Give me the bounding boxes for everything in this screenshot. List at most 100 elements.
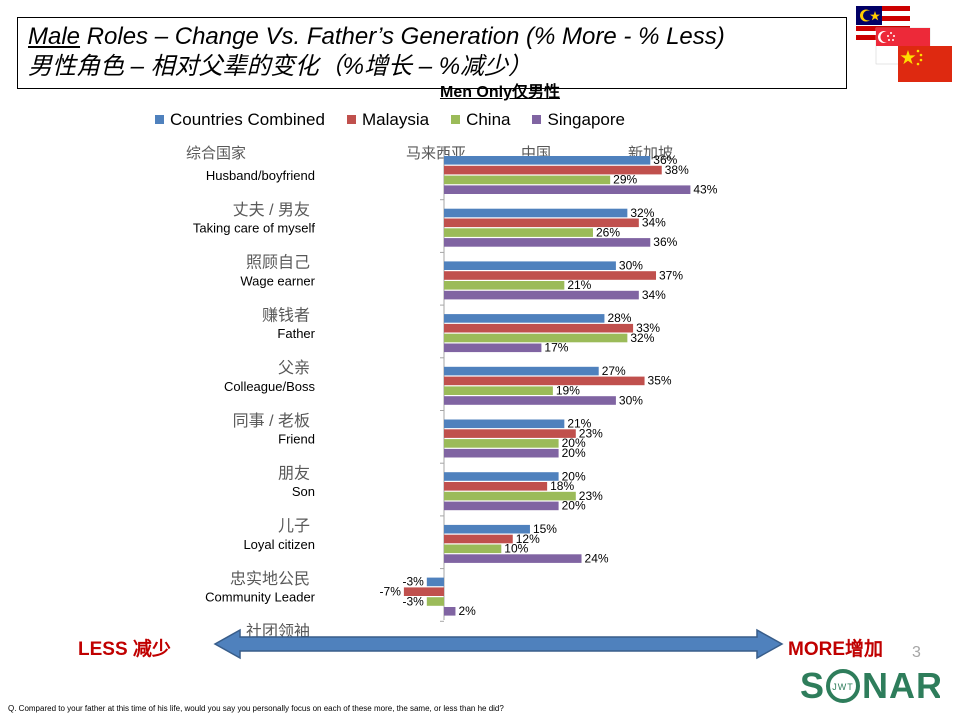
country-flags — [856, 6, 952, 82]
data-label: 28% — [607, 311, 631, 325]
bar — [444, 534, 513, 544]
bar — [444, 281, 565, 290]
category-chinese-label: 忠实地公民 — [230, 570, 310, 588]
double-arrow-icon — [213, 628, 784, 660]
data-label: -3% — [402, 594, 424, 608]
data-label: 32% — [630, 206, 654, 220]
data-label: 36% — [653, 235, 677, 249]
category-label: Father — [277, 326, 315, 341]
bar — [444, 607, 456, 616]
data-label: 43% — [693, 183, 717, 197]
bar — [444, 208, 628, 218]
bar — [444, 323, 634, 333]
title-chinese: 男性角色 – 相对父辈的变化（%增长 – %减少） — [28, 53, 533, 80]
data-label: 17% — [544, 341, 568, 355]
data-label: 21% — [567, 278, 591, 292]
flags-graphic — [856, 6, 952, 82]
data-label: 20% — [562, 446, 586, 460]
bar — [444, 482, 548, 491]
category-label: Friend — [278, 432, 315, 447]
legend-swatch — [155, 115, 164, 125]
legend-item: Singapore — [532, 110, 625, 130]
legend-item: Countries Combined — [155, 110, 325, 130]
category-chinese-label: 儿子 — [278, 517, 310, 535]
title-underlined-word: Male — [28, 23, 81, 50]
bar — [444, 386, 553, 395]
data-label: 20% — [562, 499, 586, 513]
more-label: MORE增加 — [788, 639, 884, 660]
data-label: 15% — [533, 522, 557, 536]
legend-label: Singapore — [547, 110, 625, 129]
legend-swatch — [346, 115, 356, 125]
bar — [444, 439, 559, 448]
title-english-rest: Roles – Change Vs. Father’s Generation (… — [80, 23, 725, 50]
legend-label: Malaysia — [361, 110, 430, 129]
data-label: -3% — [402, 575, 424, 589]
legend-item: Malaysia — [346, 110, 430, 130]
sonar-logo: S JWT NAR SONAR — [800, 665, 942, 706]
bar — [444, 376, 645, 386]
bar — [444, 472, 559, 481]
legend-swatch — [532, 115, 542, 125]
bar — [444, 271, 657, 280]
category-chinese-label: 父亲 — [278, 359, 310, 377]
data-label: 10% — [504, 542, 528, 556]
category-chinese-label: 照顾自己 — [246, 254, 310, 272]
data-label: 23% — [579, 489, 603, 503]
bar — [444, 238, 651, 247]
category-chinese-label: 赚钱者 — [262, 306, 310, 324]
title-english: Male Roles – Change Vs. Father’s Generat… — [28, 22, 836, 52]
category-label: Community Leader — [205, 590, 315, 605]
bar — [444, 165, 662, 175]
bar — [444, 314, 605, 323]
bar — [403, 587, 444, 596]
bar — [444, 333, 628, 343]
legend: Countries Combined Malaysia China Singapore — [155, 110, 647, 130]
svg-text:NAR: NAR — [862, 666, 940, 706]
bar — [444, 366, 599, 376]
data-label: 29% — [613, 173, 637, 187]
bar — [444, 228, 593, 237]
page-number: 3 — [912, 644, 921, 661]
bar — [444, 185, 691, 194]
data-label: 23% — [579, 426, 603, 440]
category-label: Taking care of myself — [193, 221, 315, 236]
bar — [444, 290, 639, 300]
category-label: Son — [292, 484, 315, 499]
data-label: 19% — [556, 384, 580, 398]
data-label: 34% — [642, 288, 666, 302]
data-label: 35% — [648, 374, 672, 388]
data-label: 30% — [619, 259, 643, 273]
bar — [426, 597, 444, 606]
bar — [444, 261, 616, 270]
logo-inner-text: JWT — [832, 682, 854, 692]
legend-chinese-label: 综合国家 — [186, 145, 246, 162]
svg-text:S: S — [800, 666, 825, 706]
bar — [444, 419, 565, 429]
category-label: Wage earner — [240, 273, 315, 288]
category-label: Colleague/Boss — [224, 379, 316, 394]
data-label: 34% — [642, 216, 666, 230]
data-label: 32% — [630, 331, 654, 345]
data-label: 27% — [602, 364, 626, 378]
category-chinese-label: 同事 / 老板 — [233, 412, 310, 430]
china-flag-icon — [898, 46, 952, 82]
bar — [444, 524, 530, 534]
data-label: 12% — [516, 532, 540, 546]
bar — [444, 343, 542, 353]
data-label: 21% — [567, 417, 591, 431]
chart-subtitle: Men Only仅男性 — [439, 84, 560, 101]
data-label: 18% — [550, 479, 574, 493]
data-label: 2% — [458, 604, 476, 618]
bar — [444, 218, 639, 228]
bar — [444, 156, 651, 165]
data-label: 30% — [619, 393, 643, 407]
bar — [444, 501, 559, 511]
data-label: 26% — [596, 225, 620, 239]
bar — [444, 448, 559, 458]
data-label: 20% — [562, 469, 586, 483]
bar — [444, 544, 502, 554]
bar — [444, 491, 576, 501]
